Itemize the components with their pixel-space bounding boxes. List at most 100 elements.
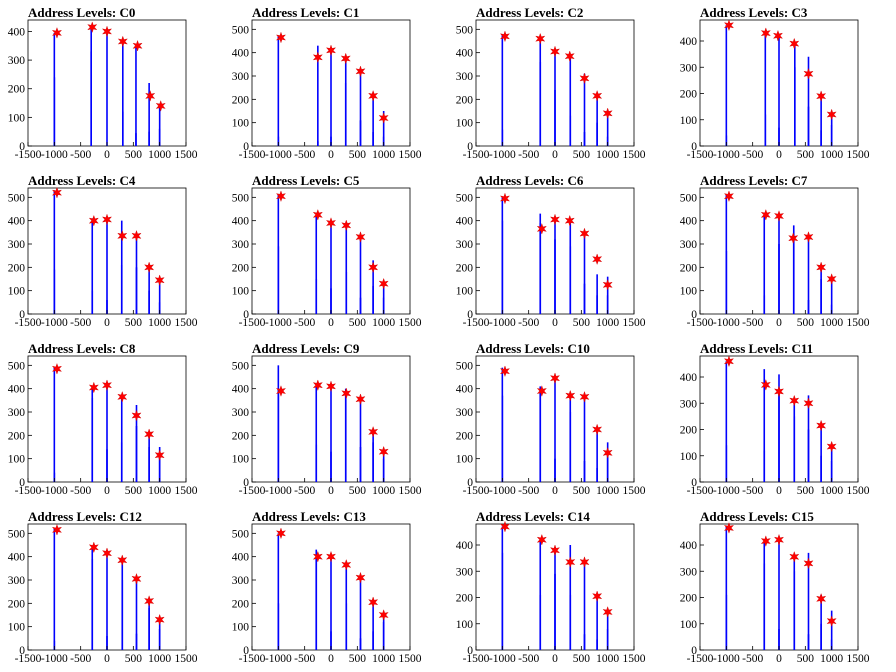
- x-tick-label: -500: [70, 317, 91, 329]
- x-tick-label: 1000: [596, 149, 619, 161]
- x-tick-label: -500: [518, 485, 539, 497]
- peak-star-marker: [154, 274, 165, 287]
- peak-star-marker: [378, 112, 389, 124]
- peak-star-marker: [355, 393, 366, 406]
- peak-star-marker: [312, 550, 323, 563]
- y-tick-label: 400: [456, 540, 474, 552]
- y-tick-label: 500: [680, 192, 698, 204]
- y-tick-label: 300: [456, 566, 474, 578]
- peak-star-marker: [51, 362, 63, 375]
- y-tick-label: 0: [691, 309, 697, 321]
- y-tick-label: 400: [8, 216, 26, 228]
- y-tick-label: 500: [232, 360, 250, 372]
- x-tick-label: 0: [776, 149, 782, 161]
- chart-title: Address Levels: C11: [700, 341, 814, 356]
- x-tick-label: -1000: [41, 149, 68, 161]
- y-tick-label: 500: [8, 360, 26, 372]
- x-tick-label: 1500: [175, 149, 198, 161]
- peak-star-marker: [51, 27, 63, 39]
- peak-star-marker: [592, 423, 603, 436]
- chart-title: Address Levels: C13: [252, 509, 366, 524]
- y-tick-label: 400: [8, 384, 26, 396]
- chart-title: Address Levels: C14: [476, 509, 590, 524]
- peak-star-marker: [275, 527, 287, 540]
- peak-star-marker: [355, 231, 366, 243]
- peak-star-marker: [565, 556, 576, 568]
- peak-star-marker: [499, 520, 511, 533]
- x-tick-label: -1000: [713, 485, 740, 497]
- peak-star-marker: [536, 533, 547, 546]
- y-tick-label: 100: [680, 451, 698, 463]
- x-tick-label: -1500: [239, 317, 266, 329]
- y-tick-label: 100: [680, 286, 698, 298]
- histogram-plot: 0 100 200 300 400 500 -1500 -1000 -500 0 500 1000 15…: [680, 187, 870, 329]
- chart-panel: Address Levels: C6 0 100 200 300 400 500 -1500-…: [448, 168, 672, 336]
- peak-star-marker: [275, 190, 287, 203]
- peak-star-marker: [803, 67, 814, 80]
- y-tick-label: 300: [680, 566, 698, 578]
- peak-star-marker: [564, 214, 575, 227]
- peak-star-marker: [355, 571, 366, 584]
- x-tick-label: 0: [552, 485, 558, 497]
- chart-panel: Address Levels: C11 0 100 200 300 400 -1500 -10…: [672, 336, 896, 504]
- chart-title: Address Levels: C7: [700, 173, 808, 188]
- peak-star-marker: [144, 261, 155, 274]
- y-tick-label: 300: [456, 71, 474, 83]
- x-tick-label: 1000: [148, 485, 171, 497]
- peak-star-marker: [378, 445, 389, 458]
- peak-star-marker: [579, 390, 590, 403]
- peak-star-marker: [312, 51, 323, 64]
- chart-title: Address Levels: C5: [252, 173, 360, 188]
- histogram-plot: 0 100 200 300 400 -1500 -1000 -500 0 500 1000 1500: [680, 355, 870, 497]
- peak-star-marker: [325, 44, 337, 57]
- y-tick-label: 300: [8, 575, 26, 587]
- x-tick-label: -1000: [489, 149, 516, 161]
- x-tick-label: -1500: [687, 653, 714, 665]
- x-tick-label: 0: [552, 317, 558, 329]
- peak-star-marker: [325, 217, 337, 229]
- y-tick-label: 500: [456, 192, 474, 204]
- y-tick-label: 0: [243, 141, 249, 153]
- peak-star-marker: [275, 31, 287, 44]
- x-tick-label: -1000: [489, 485, 516, 497]
- chart-title: Address Levels: C4: [28, 173, 136, 188]
- chart-title: Address Levels: C15: [700, 509, 814, 524]
- y-tick-label: 200: [456, 94, 474, 106]
- x-tick-label: 500: [797, 317, 815, 329]
- peak-star-marker: [101, 379, 113, 392]
- x-tick-label: 500: [349, 653, 367, 665]
- x-tick-label: 500: [125, 149, 143, 161]
- chart-title: Address Levels: C0: [28, 5, 136, 20]
- x-tick-label: -500: [742, 317, 763, 329]
- x-tick-label: -1500: [687, 485, 714, 497]
- y-tick-label: 400: [232, 552, 250, 564]
- x-tick-label: 1000: [148, 317, 171, 329]
- peak-star-marker: [499, 192, 511, 205]
- histogram-plot: 0 100 200 300 400 -1500 -1000 -500 0 500 1000 1500: [680, 522, 870, 665]
- peak-star-marker: [565, 389, 576, 402]
- y-tick-label: 400: [456, 216, 474, 228]
- y-tick-label: 0: [243, 477, 249, 489]
- x-tick-label: -1000: [713, 653, 740, 665]
- peak-star-marker: [788, 232, 799, 245]
- peak-star-marker: [773, 385, 785, 398]
- peak-star-marker: [499, 30, 511, 43]
- histogram-plot: 0 100 200 300 400 500 -1500 -1000 -500 0 500 1000 15…: [8, 355, 198, 497]
- y-tick-label: 400: [232, 384, 250, 396]
- peak-star-marker: [155, 100, 166, 112]
- x-tick-label: -500: [742, 653, 763, 665]
- peak-star-marker: [803, 557, 814, 570]
- x-tick-label: -1000: [713, 317, 740, 329]
- x-tick-label: -1500: [239, 653, 266, 665]
- peak-star-marker: [368, 425, 379, 438]
- x-tick-label: -1000: [41, 485, 68, 497]
- y-tick-label: 200: [232, 262, 250, 274]
- y-tick-label: 400: [456, 384, 474, 396]
- chart-title: Address Levels: C6: [476, 173, 584, 188]
- y-tick-label: 200: [8, 262, 26, 274]
- peak-star-marker: [144, 428, 155, 441]
- x-tick-label: 1000: [372, 653, 395, 665]
- y-tick-label: 400: [680, 36, 698, 48]
- x-tick-label: 500: [125, 485, 143, 497]
- peak-star-marker: [760, 27, 771, 39]
